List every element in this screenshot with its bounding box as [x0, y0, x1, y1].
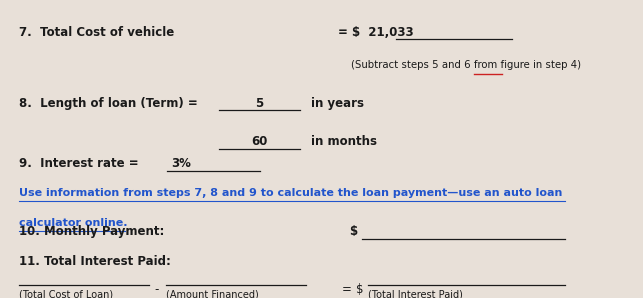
Text: 5: 5 — [255, 97, 264, 110]
Text: (Total Cost of Loan): (Total Cost of Loan) — [19, 289, 113, 298]
Text: in years: in years — [311, 97, 364, 110]
Text: $: $ — [356, 283, 364, 296]
Text: 60: 60 — [251, 135, 267, 148]
Text: 9.  Interest rate =: 9. Interest rate = — [19, 157, 138, 170]
Text: $: $ — [350, 225, 358, 238]
Text: 10. Monthly Payment:: 10. Monthly Payment: — [19, 225, 164, 238]
Text: 8.  Length of loan (Term) =: 8. Length of loan (Term) = — [19, 97, 197, 110]
Text: in months: in months — [311, 135, 377, 148]
Text: -: - — [155, 283, 159, 296]
Text: calculator online.: calculator online. — [19, 218, 127, 229]
Text: Use information from steps 7, 8 and 9 to calculate the loan payment—use an auto : Use information from steps 7, 8 and 9 to… — [19, 188, 562, 198]
Text: 11. Total Interest Paid:: 11. Total Interest Paid: — [19, 255, 170, 268]
Text: 7.  Total Cost of vehicle: 7. Total Cost of vehicle — [19, 26, 174, 38]
Text: (Subtract steps 5 and 6 from figure in step 4): (Subtract steps 5 and 6 from figure in s… — [350, 60, 581, 70]
Text: 3%: 3% — [172, 157, 191, 170]
Text: =: = — [341, 283, 352, 296]
Text: (Amount Financed): (Amount Financed) — [166, 289, 258, 298]
Text: (Total Interest Paid): (Total Interest Paid) — [368, 289, 463, 298]
Text: = $  21,033: = $ 21,033 — [338, 26, 413, 38]
